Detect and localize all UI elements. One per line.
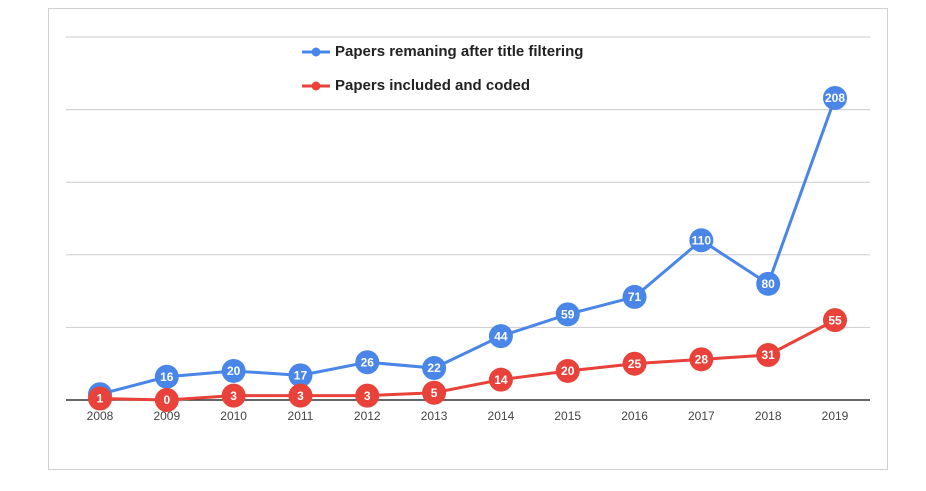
data-label: 208 [825,91,845,105]
legend-label: Papers included and coded [335,77,530,94]
legend-label: Papers remaning after title filtering [335,43,583,60]
data-point [88,386,112,411]
data-label: 17 [294,368,308,382]
data-label: 1 [97,392,104,406]
chart-card [48,8,888,470]
data-label: 3 [364,389,371,403]
x-tick-label: 2014 [488,409,515,423]
series-line [99,318,836,402]
x-tick-label: 2010 [220,409,247,423]
data-point [221,358,246,383]
data-point [823,308,847,333]
x-tick-label: 2015 [554,409,581,423]
data-point [355,350,380,375]
data-point [689,347,714,372]
data-label: 20 [227,364,241,378]
legend-dot [311,47,321,57]
x-tick-label: 2017 [688,409,715,423]
legend-dot [311,81,321,91]
x-tick-label: 2009 [153,409,180,423]
data-label: 110 [692,233,712,247]
x-tick-label: 2012 [354,409,381,423]
data-point [756,342,781,367]
data-label: 59 [561,308,575,322]
data-label: 28 [695,353,709,367]
data-point [756,271,781,296]
data-point [622,284,647,309]
x-tick-label: 2013 [421,409,448,423]
data-label: 71 [628,290,642,304]
x-tick-label: 2011 [288,409,314,423]
x-tick-label: 2018 [755,409,782,423]
data-point [355,383,380,408]
data-point [288,383,313,408]
data-label: 14 [494,373,508,387]
data-label: 16 [160,370,174,384]
data-point [288,363,313,388]
data-label: 80 [762,277,776,291]
data-point [622,351,647,376]
data-label: 26 [361,355,375,369]
x-tick-label: 2008 [87,409,114,423]
data-label: 31 [762,348,776,362]
data-label: 5 [431,386,438,400]
data-point [689,228,714,253]
data-point [823,85,847,110]
data-point [422,380,447,405]
data-label: 3 [297,389,304,403]
data-point [488,324,513,349]
data-label: 22 [427,361,441,375]
x-tick-label: 2016 [621,409,648,423]
data-label: 25 [628,357,642,371]
data-point [154,388,179,412]
data-label: 0 [163,393,170,407]
data-point [488,367,513,392]
data-label: 44 [494,329,508,343]
x-tick-label: 2019 [822,409,849,423]
data-point [555,302,580,327]
data-point [221,383,246,408]
data-point [422,356,447,381]
data-label: 3 [230,389,237,403]
series-line [99,97,837,396]
data-point [154,364,179,389]
data-point [555,358,580,383]
data-label: 55 [828,313,842,327]
data-label: 20 [561,364,575,378]
